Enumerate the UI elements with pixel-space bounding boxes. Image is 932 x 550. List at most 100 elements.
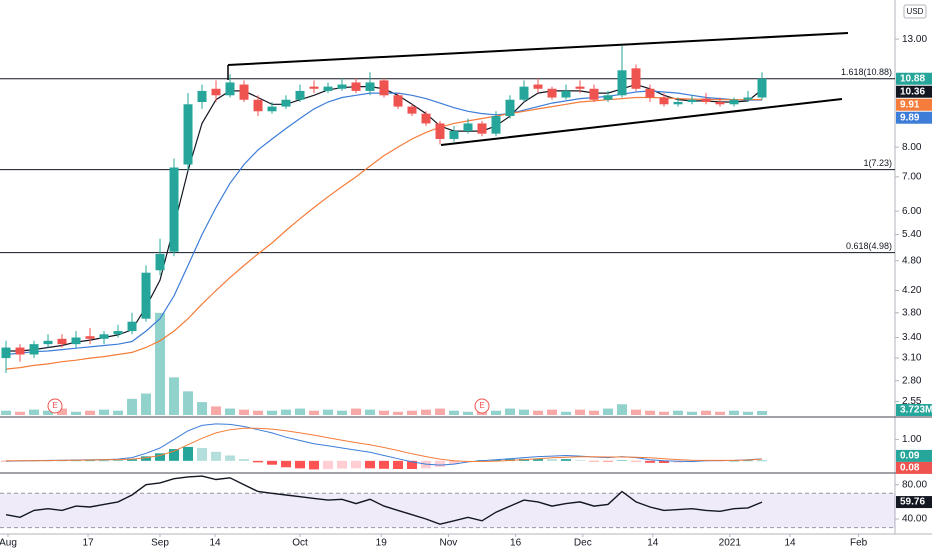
volume-bar xyxy=(1,410,12,415)
event-label: E xyxy=(52,401,57,410)
volume-bar xyxy=(617,404,628,415)
trendline-lower xyxy=(440,98,843,146)
candle-body xyxy=(267,106,277,112)
y-tick-label: 3.80 xyxy=(902,307,922,318)
volume-bar xyxy=(43,410,54,415)
x-tick-label: 14 xyxy=(647,538,659,549)
candle-body xyxy=(617,70,627,96)
macd-histogram-bar xyxy=(379,460,390,469)
volume-badge: 3.723M xyxy=(900,405,932,416)
volume-bar xyxy=(155,312,166,415)
volume-bar xyxy=(407,410,418,415)
rsi-tick-label: 80.00 xyxy=(902,479,927,490)
macd-histogram-bar xyxy=(617,460,628,461)
x-tick-label: 16 xyxy=(510,538,522,549)
y-tick-label: 8.00 xyxy=(902,142,922,153)
candle-body xyxy=(127,321,137,332)
volume-bar xyxy=(743,411,754,415)
candle-body xyxy=(183,104,193,165)
macd-histogram-bar xyxy=(533,458,544,461)
candle-body xyxy=(337,84,347,89)
volume-bar xyxy=(15,411,26,415)
x-tick-label: 17 xyxy=(82,538,94,549)
y-tick-label: 13.00 xyxy=(902,34,927,45)
candle-body xyxy=(169,167,179,252)
candle-body xyxy=(533,84,543,89)
candle-body xyxy=(407,106,417,114)
candle-body xyxy=(729,99,739,105)
volume-bar xyxy=(323,409,334,415)
volume-bar xyxy=(673,410,684,415)
y-tick-label: 2.55 xyxy=(902,396,922,407)
macd-histogram-bar xyxy=(197,447,208,461)
rsi-tick-label: 40.00 xyxy=(902,514,927,525)
pane-frames xyxy=(0,0,932,535)
macd-histogram-bar xyxy=(99,460,110,462)
macd-histogram-bar xyxy=(323,460,334,469)
signal-line xyxy=(6,427,763,462)
candle-body xyxy=(393,95,403,107)
macd-histogram-bar xyxy=(71,460,82,462)
volume-bar xyxy=(71,411,82,415)
macd-histogram-bar xyxy=(449,460,460,465)
volume-bar xyxy=(169,377,180,415)
macd-histogram-bar xyxy=(281,460,292,468)
macd-histogram-bar xyxy=(127,459,138,461)
volume-bar xyxy=(547,409,558,415)
volume-bar xyxy=(519,409,530,415)
x-tick-label: Aug xyxy=(0,538,17,549)
volume-bar xyxy=(575,409,586,415)
volume-bar xyxy=(491,410,502,415)
candle-body xyxy=(15,347,25,355)
candle-body xyxy=(547,88,557,98)
candle-body xyxy=(631,68,641,89)
price-badge-bg xyxy=(896,85,932,98)
macd-histogram-bar xyxy=(211,451,222,461)
volume-bar xyxy=(141,393,152,415)
macd-histogram-bar xyxy=(337,460,348,469)
volume-bar xyxy=(365,409,376,415)
candle-body xyxy=(435,123,445,139)
candle-body xyxy=(43,340,53,345)
volume-bar xyxy=(379,410,390,415)
volume-bar xyxy=(267,410,278,415)
macd-histogram-bar xyxy=(351,460,362,469)
macd-histogram-bar xyxy=(729,460,740,462)
price-badge-bg xyxy=(896,111,932,124)
candle-body xyxy=(281,99,291,107)
volume-bar xyxy=(197,402,208,415)
volume-bar xyxy=(435,408,446,415)
volume-bar xyxy=(281,409,292,415)
candle-body xyxy=(155,253,165,271)
y-tick-label: 3.40 xyxy=(902,332,922,343)
macd-histogram-bar xyxy=(435,460,446,467)
macd-histogram-bar xyxy=(141,456,152,461)
volume-bar xyxy=(715,411,726,415)
candle-body xyxy=(505,99,515,117)
y-tick-label: 2.80 xyxy=(902,375,922,386)
volume-bar xyxy=(253,410,264,415)
event-marker xyxy=(47,398,63,414)
candle-body xyxy=(421,113,431,124)
volume-bar xyxy=(505,408,516,415)
candle-body xyxy=(645,88,655,98)
candle-body xyxy=(239,84,249,100)
candle-body xyxy=(141,272,151,319)
volume-bar xyxy=(561,411,572,415)
macd-histogram-bar xyxy=(267,460,278,465)
volume-badge-bg xyxy=(896,404,932,416)
volume-bar xyxy=(463,411,474,415)
price-badge: 10.36 xyxy=(900,86,925,97)
macd-histogram-bar xyxy=(365,460,376,469)
macd-histogram-bar xyxy=(183,446,194,461)
x-tick-label: 19 xyxy=(376,538,388,549)
candle-body xyxy=(309,86,319,89)
volume-bar xyxy=(393,411,404,415)
macd-histogram-bar xyxy=(575,460,586,461)
volume-bar xyxy=(701,410,712,415)
candle-body xyxy=(295,90,305,100)
macd-histogram-bar xyxy=(631,460,642,462)
candle-body xyxy=(603,95,613,100)
